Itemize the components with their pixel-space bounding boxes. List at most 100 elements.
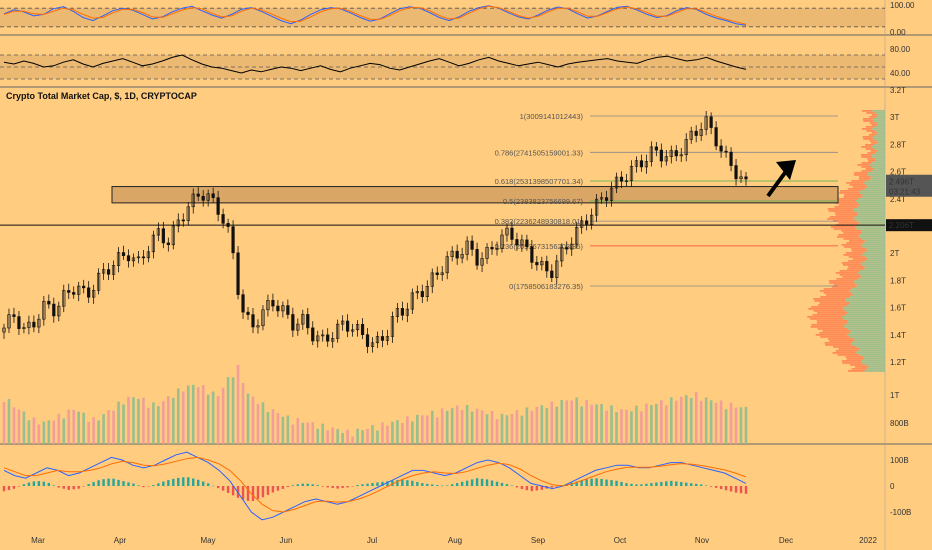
volume-profile-bar [869, 164, 885, 166]
volume-profile-bar [861, 262, 885, 264]
candle-body [341, 320, 345, 325]
volume-bar [684, 395, 688, 444]
volume-profile-bar [852, 294, 885, 296]
candle-body [151, 234, 155, 253]
price-axis-label: 1.4T [890, 331, 906, 340]
volume-profile-bar [856, 346, 885, 348]
macd-histogram-bar [709, 486, 713, 487]
volume-bar [704, 397, 708, 444]
candle-body [585, 220, 589, 225]
candle-body [415, 291, 419, 294]
volume-bar [127, 396, 130, 444]
volume-bar [37, 424, 41, 444]
macd-axis-label: -100B [890, 508, 911, 517]
x-axis-label: Mar [31, 536, 45, 545]
volume-bar [734, 407, 738, 444]
candle-body [92, 289, 96, 298]
candle-body [206, 193, 210, 201]
volume-bar [724, 409, 728, 444]
volume-bar [540, 405, 544, 444]
volume-profile-bar [863, 118, 873, 120]
up-arrow-annotation [766, 160, 796, 198]
macd-histogram-bar [376, 482, 379, 486]
macd-histogram-bar [301, 483, 304, 486]
volume-bar [381, 422, 384, 444]
macd-histogram-bar [97, 480, 100, 486]
macd-histogram-bar [495, 481, 499, 486]
candle-body [580, 220, 584, 228]
volume-bar [241, 382, 245, 444]
candle-body [390, 316, 395, 337]
volume-profile-bar [877, 124, 885, 126]
candle-body [505, 227, 509, 236]
candle-body [7, 314, 11, 329]
volume-profile-bar [810, 318, 844, 320]
volume-profile-bar [848, 260, 865, 262]
macd-histogram-bar [714, 486, 718, 488]
candle-body [450, 250, 454, 257]
macd-histogram-bar [724, 486, 728, 491]
candle-body [634, 160, 639, 167]
volume-bar [366, 428, 369, 444]
volume-profile-bar [876, 140, 885, 142]
macd-histogram-bar [615, 480, 618, 486]
fib-level-label: 1(3009141012443) [520, 112, 584, 121]
volume-profile-bar [841, 262, 862, 264]
volume-profile-bar [807, 316, 843, 318]
volume-bar [480, 410, 484, 444]
volume-profile-bar [851, 292, 885, 294]
candle-body [744, 176, 748, 180]
volume-profile-bar [851, 288, 885, 290]
volume-profile-bar [861, 230, 885, 232]
volume-bar [321, 423, 325, 444]
candle-body [535, 262, 539, 266]
volume-bar [162, 401, 165, 444]
volume-profile-bar [833, 346, 857, 348]
volume-profile-bar [865, 364, 885, 366]
volume-profile-bar [866, 250, 885, 252]
volume-profile-bar [832, 352, 857, 354]
volume-bar [361, 430, 364, 444]
volume-profile-bar [835, 272, 858, 274]
volume-profile-bar [820, 336, 850, 338]
volume-bar [739, 407, 743, 444]
volume-profile-bar [865, 168, 875, 170]
volume-bar [416, 414, 419, 444]
volume-bar [411, 421, 414, 444]
volume-profile-bar [854, 210, 885, 212]
candle-body [644, 161, 649, 168]
volume-profile-bar [858, 178, 871, 180]
volume-profile-bar [847, 320, 885, 322]
volume-bar [535, 406, 539, 444]
volume-profile-bar [846, 182, 864, 184]
volume-profile-bar [854, 216, 885, 218]
volume-profile-bar [848, 370, 865, 372]
price-axis-label: 3.2T [890, 86, 906, 95]
candle-body [719, 145, 723, 152]
candle-body [346, 320, 350, 332]
volume-bar [42, 421, 46, 444]
x-axis-label: Aug [448, 536, 462, 545]
stoch-d-line [3, 5, 747, 25]
macd-histogram-bar [680, 482, 683, 486]
volume-profile-bar [842, 264, 862, 266]
volume-profile-bar [869, 116, 877, 118]
candle-body [101, 269, 106, 274]
candle-body [171, 225, 175, 246]
volume-profile-bar [849, 290, 885, 292]
volume-profile-bar [828, 210, 855, 212]
volume-profile-bar [830, 226, 856, 228]
candle-body [375, 336, 380, 344]
price-axis-label: 1.2T [890, 358, 906, 367]
volume-profile-bar [853, 338, 885, 340]
macd-histogram-bar [17, 486, 21, 487]
volume-bar [620, 409, 623, 444]
macd-histogram-bar [411, 480, 414, 486]
macd-histogram-bar [620, 481, 623, 486]
macd-histogram-bar [436, 485, 439, 486]
volume-profile-bar [851, 180, 867, 182]
price-panel[interactable]: 1(3009141012443) 0.786(2741505159001.33) 0… [0, 86, 932, 372]
candle-body [231, 226, 235, 254]
volume-profile-bar [863, 138, 873, 140]
x-axis-label: Jul [367, 536, 377, 545]
